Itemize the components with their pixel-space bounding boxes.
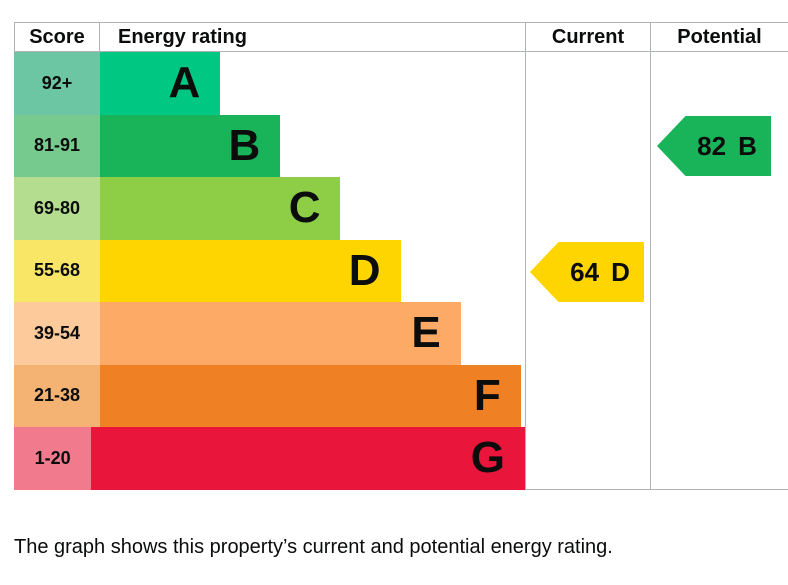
band-d-score: 55-68 <box>14 239 100 302</box>
potential-rating-arrow: 82 B <box>657 116 771 176</box>
band-b-score: 81-91 <box>14 114 100 177</box>
chart-caption: The graph shows this property’s current … <box>14 536 613 558</box>
current-column-header: Current <box>525 23 650 51</box>
band-row-f: 21-38 F <box>14 364 525 427</box>
band-d-bar: D <box>100 239 401 302</box>
band-g-score: 1-20 <box>14 427 92 490</box>
potential-column-header: Potential <box>650 23 788 51</box>
current-rating-column: 64 D <box>525 52 650 489</box>
potential-rating-column: 82 B <box>650 52 788 489</box>
band-row-g: 1-20 G <box>14 427 525 490</box>
band-row-e: 39-54 E <box>14 302 525 365</box>
band-f-score: 21-38 <box>14 364 100 427</box>
band-row-a: 92+ A <box>14 52 525 115</box>
band-b-letter: B <box>228 120 261 170</box>
energy-rating-column-header: Energy rating <box>118 26 247 48</box>
band-c-letter: C <box>288 183 321 233</box>
potential-rating-value: 82 B <box>697 131 757 162</box>
band-row-b: 81-91 B <box>14 114 525 177</box>
chart-header-row: Score Energy rating Current Potential <box>14 22 788 52</box>
current-band-letter: D <box>611 256 630 287</box>
band-c-score: 69-80 <box>14 177 100 240</box>
band-row-d: 55-68 D <box>14 239 525 302</box>
band-f-bar: F <box>100 364 521 427</box>
epc-rating-chart: Score Energy rating Current Potential 92… <box>14 22 788 490</box>
band-a-score: 92+ <box>14 52 100 115</box>
chart-body: 92+ A 81-91 B 69-80 C 55-68 <box>14 52 788 490</box>
potential-score: 82 <box>697 130 727 161</box>
band-e-letter: E <box>411 308 441 358</box>
band-c-bar: C <box>100 177 341 240</box>
band-d-letter: D <box>348 245 381 295</box>
potential-band-letter: B <box>738 130 757 161</box>
band-a-letter: A <box>168 58 201 108</box>
band-g-letter: G <box>470 433 505 483</box>
band-e-score: 39-54 <box>14 302 100 365</box>
band-a-bar: A <box>100 52 221 115</box>
band-b-bar: B <box>100 114 281 177</box>
band-f-letter: F <box>473 370 501 420</box>
current-rating-arrow: 64 D <box>530 242 644 302</box>
band-row-c: 69-80 C <box>14 177 525 240</box>
current-score: 64 <box>570 256 600 287</box>
current-rating-value: 64 D <box>570 257 630 288</box>
rating-bands: 92+ A 81-91 B 69-80 C 55-68 <box>14 52 525 490</box>
score-column-header: Score <box>14 23 100 51</box>
band-g-bar: G <box>91 427 525 490</box>
band-e-bar: E <box>100 302 461 365</box>
